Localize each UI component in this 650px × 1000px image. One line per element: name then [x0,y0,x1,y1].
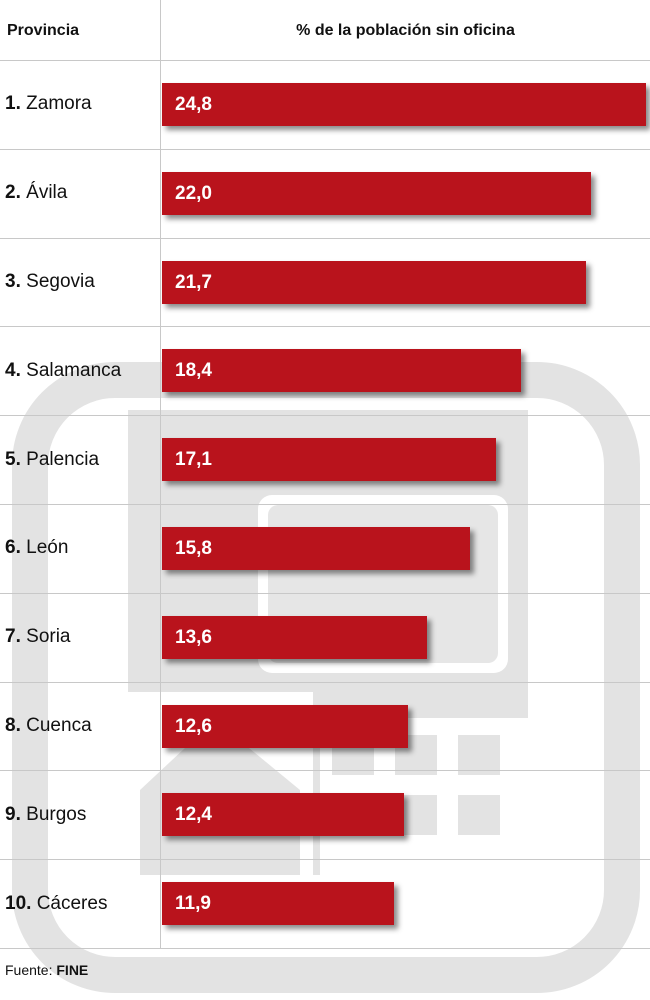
province-name: Zamora [26,93,92,115]
row-separator [0,237,650,239]
province-rank: 6. [5,537,21,559]
row-separator [0,504,650,505]
province-name: Burgos [26,803,87,825]
bar: 12,4 [162,793,404,837]
bar-value-label: 17,1 [175,449,212,471]
bar-value-label: 18,4 [175,360,212,382]
source-name: FINE [56,962,89,978]
province-label: 1. Zamora [5,93,92,115]
bar-value-label: 21,7 [175,271,212,293]
province-column-header: Provincia [7,22,80,39]
row-separator [0,592,650,594]
row-separator [0,948,650,949]
row-separator [0,681,650,683]
province-rank: 4. [5,359,21,381]
province-rank: 5. [5,448,21,470]
bar: 18,4 [162,349,522,393]
row-separator [0,415,650,417]
bar-value-label: 11,9 [175,893,211,915]
bar: 21,7 [162,260,586,304]
province-rank: 2. [5,182,21,204]
row-separator [0,770,650,772]
province-label: 4. Salamanca [5,360,121,382]
province-label: 2. Ávila [5,182,67,204]
province-label: 10. Cáceres [5,893,107,915]
province-name: Cuenca [26,715,92,736]
bar-value-label: 24,8 [175,93,212,115]
province-rank: 7. [5,626,21,648]
province-name: León [26,537,69,559]
province-name: Salamanca [26,359,122,381]
source-prefix: Fuente: [5,962,57,978]
column-divider [160,0,161,948]
bar: 11,9 [162,882,395,926]
province-rank: 10. [5,892,32,914]
bar-value-label: 12,4 [175,804,212,826]
province-name: Palencia [26,448,100,470]
bar: 15,8 [162,526,471,570]
province-label: 8. Cuenca [5,715,92,737]
bar: 17,1 [162,438,496,482]
value-column-header: % de la población sin oficina [296,22,515,39]
bar: 13,6 [162,615,428,659]
bar-value-label: 13,6 [175,626,212,648]
province-label: 5. Palencia [5,449,99,471]
province-label: 6. León [5,537,68,559]
row-separator [0,326,650,328]
province-rank: 8. [5,715,21,736]
bar-value-label: 15,8 [175,537,212,559]
bar: 12,6 [162,704,408,748]
province-name: Cáceres [36,892,108,914]
province-label: 7. Soria [5,626,71,648]
province-rank: 9. [5,803,21,825]
bar-value-label: 22,0 [175,182,212,204]
bar: 24,8 [162,82,646,126]
province-name: Ávila [26,182,68,204]
province-rank: 3. [5,271,21,292]
bar: 22,0 [162,171,592,215]
bar-value-label: 12,6 [175,715,212,737]
row-separator [0,859,650,861]
province-label: 9. Burgos [5,804,86,826]
province-name: Soria [26,626,71,648]
row-separator [0,60,650,61]
province-name: Segovia [26,271,95,292]
row-separator [0,148,650,150]
province-rank: 1. [5,93,21,115]
province-label: 3. Segovia [5,271,95,293]
source-note: Fuente: FINE [5,962,88,978]
